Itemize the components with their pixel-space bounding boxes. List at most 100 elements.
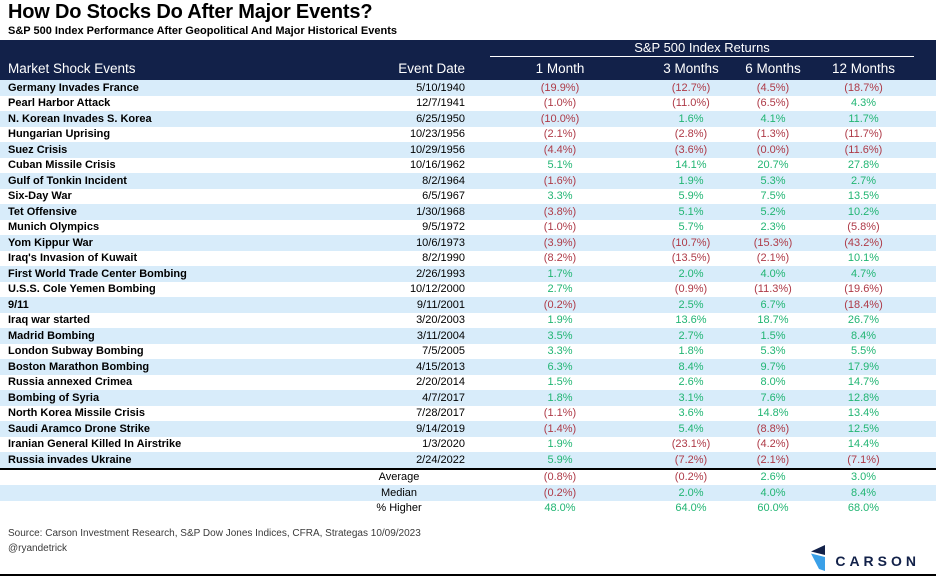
table-row: Saudi Aramco Drone Strike 9/14/2019 (1.4%)… <box>0 421 936 437</box>
row-filler <box>911 344 936 360</box>
return-cell: (10.0%) <box>540 112 580 125</box>
return-cell: 3.1% <box>678 391 704 404</box>
return-cell: (0.0%) <box>756 143 790 156</box>
table-row: Boston Marathon Bombing 4/15/2013 6.3% 8.4%… <box>0 359 936 375</box>
return-cell: 6.7% <box>760 298 786 311</box>
return-cell: 2.7% <box>678 329 704 342</box>
return-cell: 5.9% <box>547 453 573 466</box>
column-header-events: Market Shock Events <box>0 57 330 80</box>
event-cell: Cuban Missile Crisis <box>8 159 116 172</box>
return-cell: (4.2%) <box>756 438 790 451</box>
table-row: Germany Invades France 5/10/1940 (19.9%) (1… <box>0 80 936 96</box>
row-filler <box>911 142 936 158</box>
return-cell: 10.1% <box>847 252 880 265</box>
return-cell: 68.0% <box>847 502 880 515</box>
row-filler <box>911 359 936 375</box>
return-cell: 1.9% <box>678 174 704 187</box>
row-filler <box>911 485 936 501</box>
event-cell: Six-Day War <box>8 190 72 203</box>
date-cell: 6/5/1967 <box>422 190 465 203</box>
row-filler <box>911 452 936 469</box>
row-filler <box>911 501 936 517</box>
table-row: Tet Offensive 1/30/1968 (3.8%) 5.1% 5.2% 10.2… <box>0 204 936 220</box>
row-filler <box>911 437 936 453</box>
event-cell: North Korea Missile Crisis <box>8 407 145 420</box>
date-cell: 10/23/1956 <box>409 128 465 141</box>
return-cell: 4.0% <box>760 267 786 280</box>
return-cell: 9.7% <box>760 360 786 373</box>
date-cell: 9/11/2001 <box>416 298 465 311</box>
row-filler <box>911 390 936 406</box>
return-cell: 8.4% <box>850 329 877 342</box>
return-cell: 12.5% <box>847 422 880 435</box>
summary-row: % Higher 48.0% 64.0% 60.0% 68.0% <box>0 501 936 517</box>
event-cell: Iraq's Invasion of Kuwait <box>8 252 138 265</box>
return-cell: 1.8% <box>678 345 704 358</box>
return-cell: 1.6% <box>678 112 704 125</box>
return-cell: 4.3% <box>850 97 877 110</box>
return-cell: 8.0% <box>760 376 786 389</box>
summary-spacer <box>0 501 330 517</box>
date-cell: 10/16/1962 <box>409 159 465 172</box>
date-cell: 2/26/1993 <box>416 267 465 280</box>
return-cell: 27.8% <box>847 159 880 172</box>
return-cell: (7.1%) <box>847 453 880 466</box>
return-cell: 5.5% <box>850 345 877 358</box>
page-title: How Do Stocks Do After Major Events? <box>8 1 373 23</box>
return-cell: 5.3% <box>760 345 786 358</box>
return-cell: (3.6%) <box>674 143 708 156</box>
column-header-1month: 1 Month <box>468 57 652 80</box>
return-cell: 8.4% <box>850 486 877 499</box>
date-cell: 10/6/1973 <box>416 236 465 249</box>
row-filler <box>911 158 936 174</box>
summary-body: Average (0.8%) (0.2%) 2.6% 3.0% Median (0.2%) 2… <box>0 467 936 517</box>
group-header-spacer <box>0 40 468 57</box>
return-cell: 4.7% <box>850 267 877 280</box>
row-filler <box>911 297 936 313</box>
return-cell: (3.8%) <box>543 205 577 218</box>
return-cell: (0.9%) <box>674 283 708 296</box>
return-cell: 5.3% <box>760 174 786 187</box>
return-cell: 7.5% <box>760 190 786 203</box>
column-header-row: Market Shock Events Event Date 1 Month 3… <box>0 57 936 80</box>
carson-logo-text: CARSON <box>835 552 920 569</box>
return-cell: 2.6% <box>678 376 704 389</box>
table-row: Russia annexed Crimea 2/20/2014 1.5% 2.6% 8.… <box>0 375 936 391</box>
date-cell: 1/3/2020 <box>422 438 465 451</box>
table-row: Russia invades Ukraine 2/24/2022 5.9% (7.2%… <box>0 452 936 469</box>
group-header-cell: S&P 500 Index Returns <box>468 40 936 57</box>
return-cell: 20.7% <box>757 159 789 172</box>
return-cell: 18.7% <box>757 314 789 327</box>
event-cell: Russia invades Ukraine <box>8 453 132 466</box>
return-cell: (13.5%) <box>671 252 711 265</box>
date-cell: 9/14/2019 <box>416 422 465 435</box>
date-cell: 7/28/2017 <box>416 407 465 420</box>
return-cell: 5.1% <box>678 205 704 218</box>
return-cell: (43.2%) <box>844 236 883 249</box>
return-cell: 13.6% <box>675 314 707 327</box>
table-row: Gulf of Tonkin Incident 8/2/1964 (1.6%) 1.9… <box>0 173 936 189</box>
return-cell: 2.7% <box>547 283 573 296</box>
return-cell: 14.4% <box>847 438 880 451</box>
event-cell: Munich Olympics <box>8 221 100 234</box>
column-header-3months: 3 Months <box>652 57 730 80</box>
event-cell: First World Trade Center Bombing <box>8 267 187 280</box>
return-cell: 1.8% <box>547 391 573 404</box>
table-row: U.S.S. Cole Yemen Bombing 10/12/2000 2.7% (… <box>0 282 936 298</box>
row-filler <box>911 467 936 485</box>
return-cell: (1.0%) <box>543 97 577 110</box>
return-cell: 6.3% <box>547 360 573 373</box>
author-handle: @ryandetrick <box>8 543 68 554</box>
return-cell: (2.1%) <box>756 252 790 265</box>
event-cell: Iranian General Killed In Airstrike <box>8 438 182 451</box>
return-cell: (1.6%) <box>543 174 577 187</box>
summary-label: Median <box>380 486 418 499</box>
row-filler <box>911 220 936 236</box>
return-cell: 3.3% <box>547 190 573 203</box>
header-filler <box>911 57 936 80</box>
row-filler <box>911 328 936 344</box>
row-filler <box>911 313 936 329</box>
return-cell: (12.7%) <box>671 81 711 94</box>
return-cell: 48.0% <box>544 502 576 515</box>
